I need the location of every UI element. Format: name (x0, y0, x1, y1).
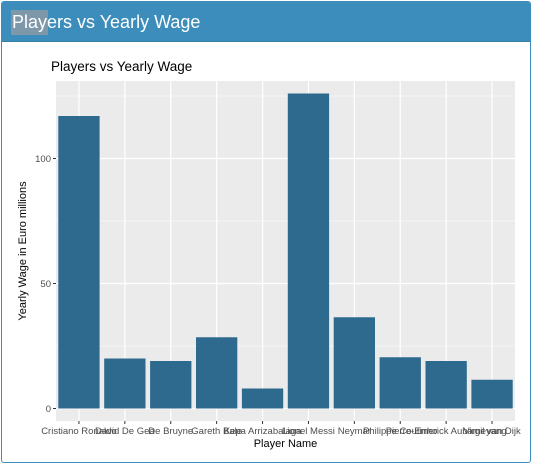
x-axis-label: Player Name (254, 438, 318, 450)
bar (195, 337, 238, 409)
x-tick-label: Pierre-Emerick Aubameyang (386, 426, 507, 437)
x-tick-label: Lionel Messi (282, 426, 335, 437)
bar (241, 388, 284, 409)
y-tick-label: 0 (46, 404, 51, 415)
bar (58, 116, 100, 409)
chart-title: Players vs Yearly Wage (51, 59, 192, 74)
y-axis-label: Yearly Wage in Euro millions (17, 181, 29, 321)
bar (471, 379, 513, 409)
bar (379, 357, 421, 409)
text-selection-highlight (11, 10, 48, 35)
x-tick-label: David De Gea (95, 426, 155, 437)
bars (58, 93, 513, 409)
x-tick-label: Philippe Coutinho (363, 426, 437, 437)
x-tick-label: Gareth Bale (191, 426, 242, 437)
bar (150, 361, 192, 409)
bar (104, 358, 146, 409)
x-tick-label: Kepa Arrizabalaga (224, 426, 302, 437)
x-tick-label: Cristiano Ronaldo (41, 426, 117, 437)
y-tick-label: 50 (40, 279, 51, 290)
panel-header: Players vs Yearly Wage (2, 2, 530, 42)
bar (425, 361, 467, 409)
bar (333, 317, 376, 409)
x-tick-label: De Bruyne (148, 426, 193, 437)
x-tick-label: Virgil van Dijk (463, 426, 521, 437)
x-tick-label: Neymar (338, 426, 371, 437)
panel-title: Players vs Yearly Wage (12, 12, 201, 32)
y-tick-label: 100 (35, 154, 51, 165)
bar (287, 93, 330, 409)
y-axis-ticks: 0 50 100 (35, 154, 56, 415)
